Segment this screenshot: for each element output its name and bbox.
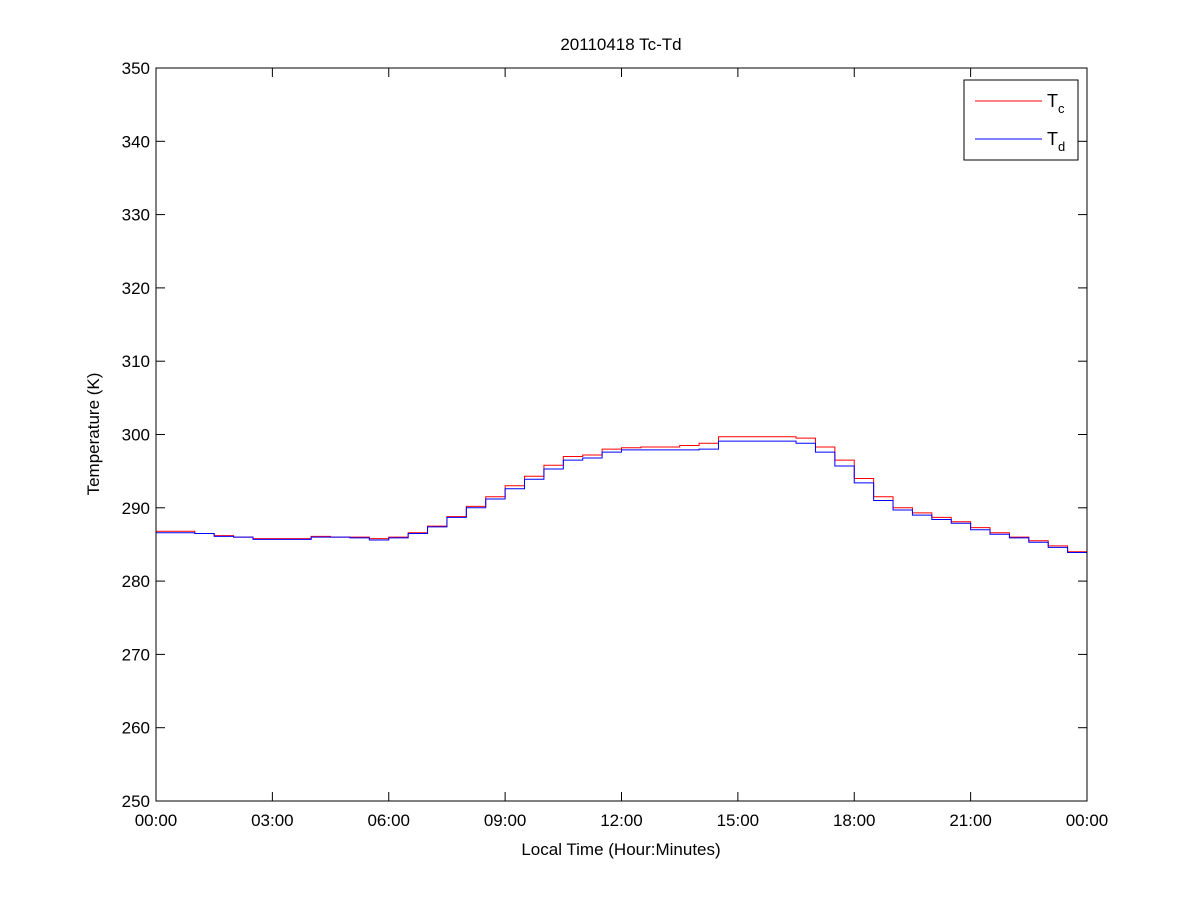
y-tick-label: 350 <box>122 59 150 78</box>
legend: Tc Td <box>963 79 1079 161</box>
y-tick-label: 320 <box>122 279 150 298</box>
legend-label-td: Td <box>1047 129 1065 154</box>
x-tick-label: 06:00 <box>367 811 410 830</box>
x-tick-label: 00:00 <box>1066 811 1109 830</box>
y-tick-label: 330 <box>122 206 150 225</box>
y-tick-label: 300 <box>122 426 150 445</box>
y-axis-label: Temperature (K) <box>84 373 103 496</box>
plot-area-frame <box>155 67 1088 802</box>
x-tick-label: 18:00 <box>833 811 876 830</box>
y-tick-label: 260 <box>122 719 150 738</box>
chart-title: 20110418 Tc-Td <box>560 35 681 54</box>
series-line-d <box>156 440 1087 560</box>
legend-label-tc: Tc <box>1047 91 1065 116</box>
y-tick-label: 310 <box>122 352 150 371</box>
x-tick-label: 12:00 <box>600 811 643 830</box>
y-tick-label: 280 <box>122 572 150 591</box>
x-tick-label: 15:00 <box>717 811 760 830</box>
y-tick-label: 250 <box>122 792 150 811</box>
x-tick-label: 21:00 <box>949 811 992 830</box>
legend-box <box>963 79 1079 161</box>
x-axis-label: Local Time (Hour:Minutes) <box>521 840 720 859</box>
x-tick-label: 09:00 <box>484 811 527 830</box>
y-tick-label: 340 <box>122 132 150 151</box>
y-tick-label: 290 <box>122 499 150 518</box>
x-tick-label: 00:00 <box>135 811 178 830</box>
y-tick-label: 270 <box>122 645 150 664</box>
x-tick-label: 03:00 <box>251 811 294 830</box>
